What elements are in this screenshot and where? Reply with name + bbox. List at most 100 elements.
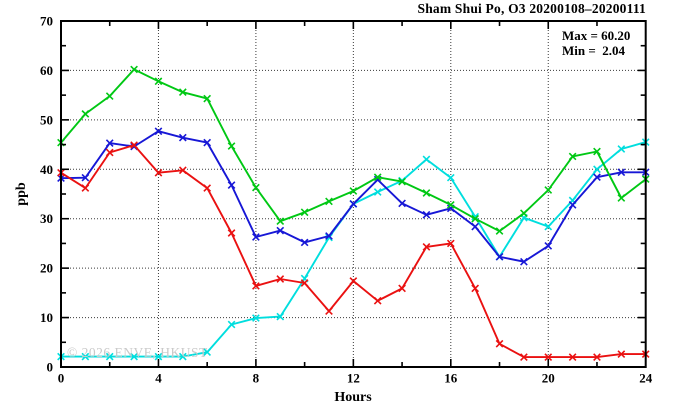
marker-x-icon [373,173,382,182]
marker-x-icon [544,353,553,361]
x-tick-label: 24 [639,371,653,386]
marker-x-icon [617,350,626,359]
y-tick-labels: 0 10 20 30 40 50 60 70 [40,14,53,375]
marker-x-icon [471,212,480,221]
marker-x-icon [593,147,601,156]
y-tick-label: 30 [40,211,53,226]
watermark: © 2026 ENVE, HKUST [67,345,208,360]
marker-x-icon [373,188,382,196]
series-markers-day-blue [57,127,650,266]
marker-x-icon [325,233,333,242]
x-tick-labels: 0 4 8 12 16 20 24 [58,371,653,386]
marker-x-icon [81,173,90,182]
marker-x-icon [544,222,553,231]
marker-x-icon [446,239,455,248]
marker-x-icon [154,352,163,361]
y-tick-label: 0 [47,360,54,375]
marker-x-icon [544,186,553,194]
marker-x-icon [227,320,236,329]
marker-x-icon [300,238,309,247]
y-tick-label: 40 [40,162,53,177]
marker-x-icon [105,352,114,361]
x-tick-label: 16 [444,371,458,386]
marker-x-icon [325,232,333,240]
marker-x-icon [471,284,480,293]
marker-x-icon [422,243,431,251]
marker-x-icon [422,155,431,164]
marker-x-icon [568,152,577,161]
marker-x-icon [617,168,626,177]
marker-x-icon [130,65,138,74]
marker-x-icon [520,257,528,266]
marker-x-icon [130,352,138,361]
marker-x-icon [252,233,260,241]
marker-x-icon [446,201,455,209]
marker-x-icon [105,92,114,100]
marker-x-icon [568,353,577,361]
marker-x-icon [398,284,406,293]
marker-x-icon [203,94,212,103]
marker-x-icon [154,127,163,136]
x-tick-label: 4 [155,371,162,386]
marker-x-icon [520,209,528,218]
marker-x-icon [617,194,626,202]
marker-x-icon [300,208,309,217]
x-tick-label: 20 [542,371,555,386]
marker-x-icon [252,282,260,290]
x-tick-label: 12 [347,371,360,386]
series-markers-day-red [57,141,650,361]
marker-x-icon [276,312,285,321]
marker-x-icon [227,229,236,237]
marker-x-icon [81,110,90,118]
marker-x-icon [178,133,187,142]
marker-x-icon [617,145,626,153]
marker-x-icon [154,77,163,86]
marker-x-icon [203,348,212,357]
marker-x-icon [203,184,212,192]
marker-x-icon [252,183,260,192]
marker-x-icon [154,168,163,177]
marker-x-icon [130,142,138,151]
chart-title: Sham Shui Po, O3 20200108–20200111 [418,1,647,16]
marker-x-icon [81,184,90,192]
max-annotation: Max = 60.20 [562,28,630,43]
marker-x-icon [227,142,236,150]
series-lines [57,65,650,361]
marker-x-icon [105,139,114,147]
marker-x-icon [422,189,431,197]
marker-x-icon [398,177,406,186]
y-tick-label: 50 [40,112,53,127]
series-markers-day-green [57,65,650,235]
marker-x-icon [593,353,601,361]
marker-x-icon [81,352,90,361]
y-tick-label: 70 [40,14,53,29]
x-tick-label: 0 [58,371,65,386]
marker-x-icon [276,226,285,235]
marker-x-icon [325,197,333,206]
marker-x-icon [252,314,260,322]
marker-x-icon [227,181,236,189]
marker-x-icon [471,214,480,223]
gridlines [61,21,646,367]
marker-x-icon [495,227,504,235]
marker-x-icon [568,201,577,209]
y-tick-label: 60 [40,63,53,78]
marker-x-icon [130,141,138,149]
marker-x-icon [495,339,504,348]
marker-x-icon [178,352,187,361]
marker-x-icon [520,353,528,361]
marker-x-icon [446,173,455,182]
marker-x-icon [203,138,212,147]
marker-x-icon [178,88,187,97]
marker-x-icon [422,210,431,219]
min-annotation: Min = 2.04 [562,43,626,58]
marker-x-icon [373,296,382,305]
y-tick-label: 10 [40,310,53,325]
marker-x-icon [544,242,553,250]
y-axis-label: ppb [14,182,29,206]
marker-x-icon [300,279,309,287]
x-tick-label: 8 [253,371,260,386]
marker-x-icon [105,148,114,157]
